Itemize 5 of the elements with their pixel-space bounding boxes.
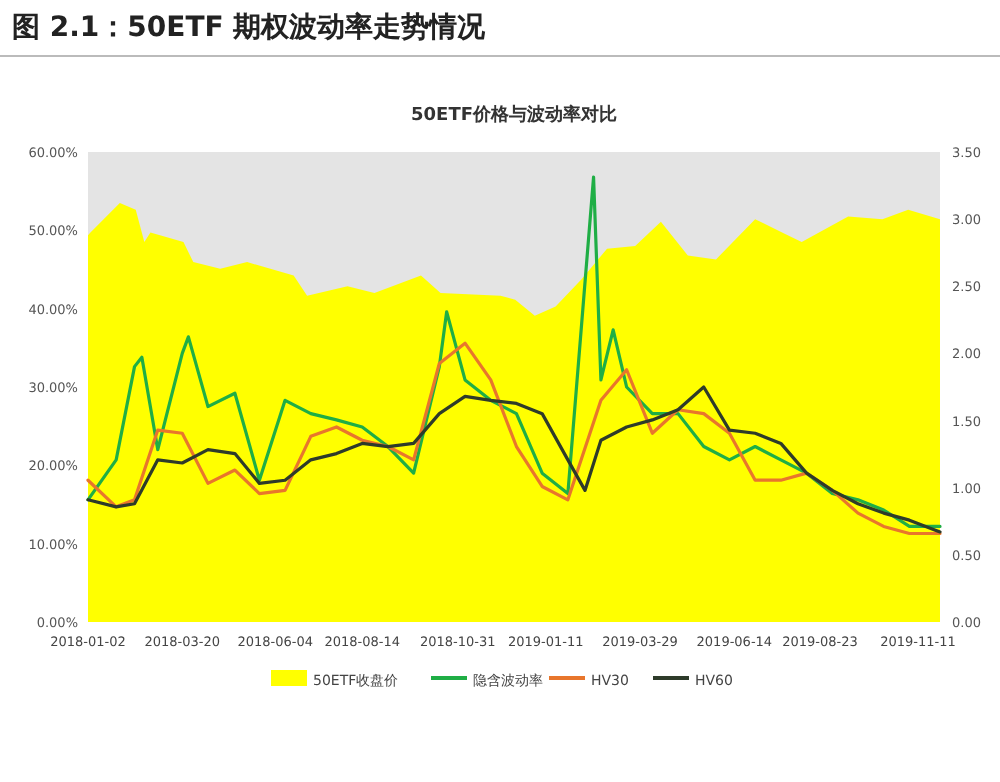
- line-series: [86, 175, 942, 529]
- line-series: [86, 385, 942, 534]
- chart-title: 图 2.1：50ETF 期权波动率走势情况: [12, 10, 488, 44]
- chart-subtitle: 50ETF价格与波动率对比: [411, 104, 617, 126]
- line-series: [86, 341, 942, 536]
